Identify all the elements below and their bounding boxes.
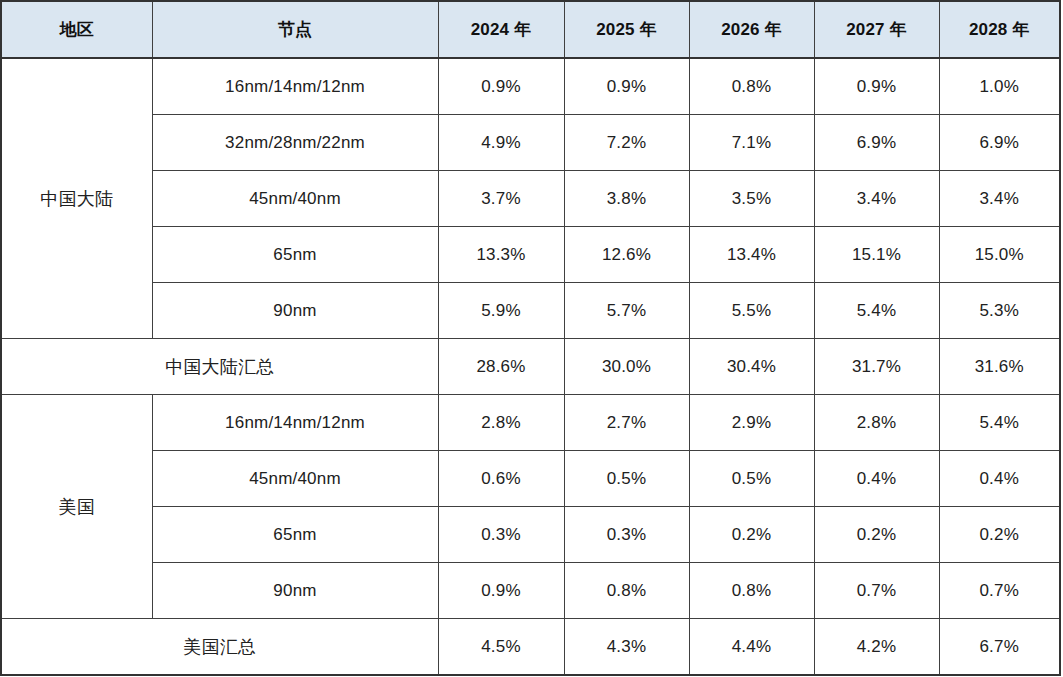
value-cell: 13.4% (689, 227, 814, 283)
value-cell: 0.5% (689, 451, 814, 507)
node-share-table: 地区 节点 2024 年 2025 年 2026 年 2027 年 2028 年… (0, 0, 1061, 676)
value-cell: 0.9% (814, 58, 939, 115)
table-row: 45nm/40nm 0.6% 0.5% 0.5% 0.4% 0.4% (1, 451, 1060, 507)
value-cell: 2.8% (814, 395, 939, 451)
table-row: 65nm 13.3% 12.6% 13.4% 15.1% 15.0% (1, 227, 1060, 283)
value-cell: 0.8% (689, 58, 814, 115)
summary-value-cell: 30.4% (689, 339, 814, 395)
node-cell: 32nm/28nm/22nm (152, 115, 438, 171)
value-cell: 5.3% (939, 283, 1060, 339)
summary-label-cell: 美国汇总 (1, 619, 438, 676)
value-cell: 6.9% (814, 115, 939, 171)
header-cell-2026: 2026 年 (689, 1, 814, 58)
value-cell: 5.4% (814, 283, 939, 339)
value-cell: 5.7% (564, 283, 689, 339)
value-cell: 3.4% (939, 171, 1060, 227)
value-cell: 3.5% (689, 171, 814, 227)
value-cell: 0.2% (939, 507, 1060, 563)
table-row: 90nm 5.9% 5.7% 5.5% 5.4% 5.3% (1, 283, 1060, 339)
value-cell: 0.9% (438, 563, 564, 619)
value-cell: 0.3% (438, 507, 564, 563)
value-cell: 3.8% (564, 171, 689, 227)
table-row: 美国 16nm/14nm/12nm 2.8% 2.7% 2.9% 2.8% 5.… (1, 395, 1060, 451)
table-row: 32nm/28nm/22nm 4.9% 7.2% 7.1% 6.9% 6.9% (1, 115, 1060, 171)
header-cell-2028: 2028 年 (939, 1, 1060, 58)
value-cell: 0.3% (564, 507, 689, 563)
value-cell: 2.8% (438, 395, 564, 451)
value-cell: 15.0% (939, 227, 1060, 283)
region-cell-usa: 美国 (1, 395, 152, 619)
value-cell: 5.5% (689, 283, 814, 339)
value-cell: 0.6% (438, 451, 564, 507)
node-cell: 16nm/14nm/12nm (152, 58, 438, 115)
value-cell: 0.2% (814, 507, 939, 563)
summary-value-cell: 4.2% (814, 619, 939, 676)
value-cell: 0.9% (438, 58, 564, 115)
value-cell: 0.4% (814, 451, 939, 507)
node-cell: 90nm (152, 563, 438, 619)
value-cell: 2.7% (564, 395, 689, 451)
value-cell: 0.4% (939, 451, 1060, 507)
summary-row-china: 中国大陆汇总 28.6% 30.0% 30.4% 31.7% 31.6% (1, 339, 1060, 395)
header-cell-region: 地区 (1, 1, 152, 58)
table-row: 中国大陆 16nm/14nm/12nm 0.9% 0.9% 0.8% 0.9% … (1, 58, 1060, 115)
summary-value-cell: 6.7% (939, 619, 1060, 676)
value-cell: 1.0% (939, 58, 1060, 115)
value-cell: 0.9% (564, 58, 689, 115)
value-cell: 5.9% (438, 283, 564, 339)
value-cell: 5.4% (939, 395, 1060, 451)
node-cell: 16nm/14nm/12nm (152, 395, 438, 451)
summary-value-cell: 31.7% (814, 339, 939, 395)
value-cell: 3.7% (438, 171, 564, 227)
summary-row-usa: 美国汇总 4.5% 4.3% 4.4% 4.2% 6.7% (1, 619, 1060, 676)
node-cell: 90nm (152, 283, 438, 339)
summary-value-cell: 28.6% (438, 339, 564, 395)
value-cell: 3.4% (814, 171, 939, 227)
value-cell: 4.9% (438, 115, 564, 171)
value-cell: 7.2% (564, 115, 689, 171)
node-cell: 45nm/40nm (152, 451, 438, 507)
header-cell-node: 节点 (152, 1, 438, 58)
header-cell-2027: 2027 年 (814, 1, 939, 58)
node-cell: 65nm (152, 507, 438, 563)
value-cell: 6.9% (939, 115, 1060, 171)
value-cell: 12.6% (564, 227, 689, 283)
summary-value-cell: 4.5% (438, 619, 564, 676)
node-cell: 65nm (152, 227, 438, 283)
value-cell: 0.2% (689, 507, 814, 563)
value-cell: 0.8% (564, 563, 689, 619)
summary-value-cell: 4.4% (689, 619, 814, 676)
region-cell-china: 中国大陆 (1, 58, 152, 339)
table-row: 90nm 0.9% 0.8% 0.8% 0.7% 0.7% (1, 563, 1060, 619)
summary-value-cell: 4.3% (564, 619, 689, 676)
value-cell: 13.3% (438, 227, 564, 283)
value-cell: 0.5% (564, 451, 689, 507)
value-cell: 0.8% (689, 563, 814, 619)
value-cell: 2.9% (689, 395, 814, 451)
table-row: 45nm/40nm 3.7% 3.8% 3.5% 3.4% 3.4% (1, 171, 1060, 227)
value-cell: 0.7% (814, 563, 939, 619)
header-row: 地区 节点 2024 年 2025 年 2026 年 2027 年 2028 年 (1, 1, 1060, 58)
summary-value-cell: 30.0% (564, 339, 689, 395)
summary-value-cell: 31.6% (939, 339, 1060, 395)
header-cell-2025: 2025 年 (564, 1, 689, 58)
header-cell-2024: 2024 年 (438, 1, 564, 58)
value-cell: 0.7% (939, 563, 1060, 619)
value-cell: 7.1% (689, 115, 814, 171)
node-cell: 45nm/40nm (152, 171, 438, 227)
table-row: 65nm 0.3% 0.3% 0.2% 0.2% 0.2% (1, 507, 1060, 563)
summary-label-cell: 中国大陆汇总 (1, 339, 438, 395)
value-cell: 15.1% (814, 227, 939, 283)
